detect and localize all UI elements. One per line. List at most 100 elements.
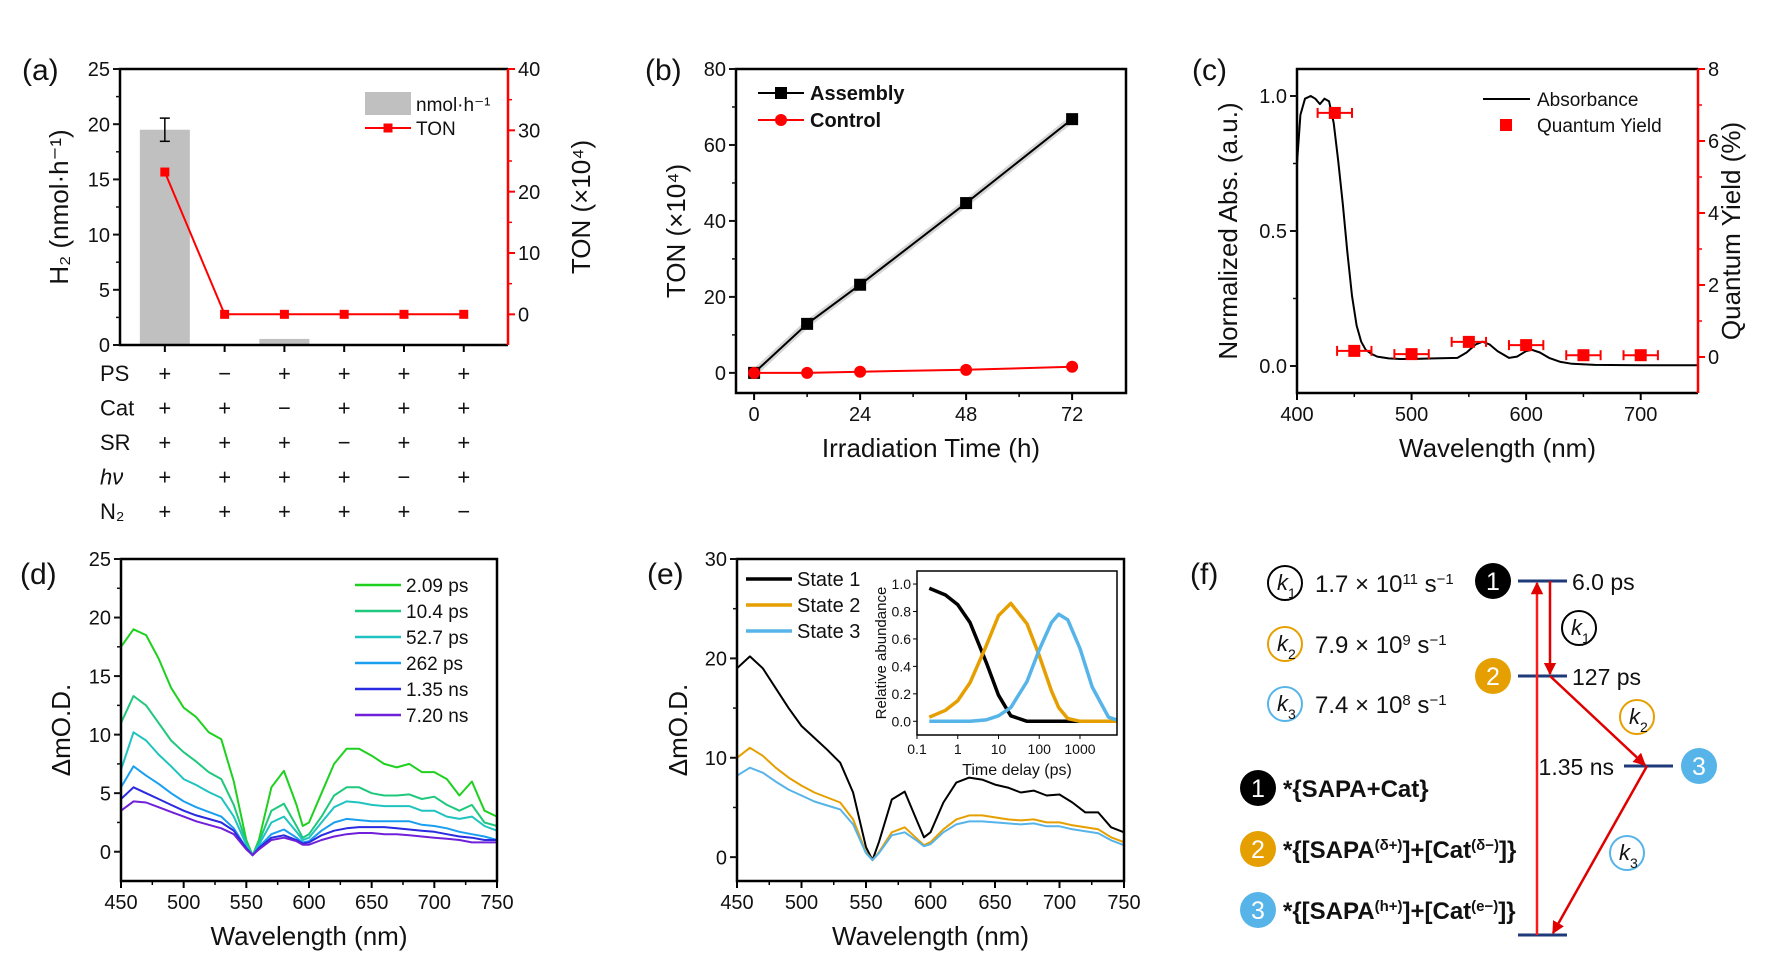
quantum-yield-point	[1520, 339, 1533, 352]
x-tick-label: 500	[785, 892, 818, 914]
condition-value: +	[158, 361, 171, 386]
ton-marker	[339, 309, 349, 319]
y-tick-label: 2	[1708, 275, 1719, 297]
panel-label-d: (d)	[20, 558, 57, 591]
state-1-badge	[1475, 563, 1511, 599]
state-number: 3	[1692, 753, 1706, 781]
quantum-yield-point	[1348, 344, 1361, 357]
kinetic-diagram: k1 1.7 × 1011 s−1k2 7.9 × 109 s−1k3 7.4 × 1…	[1240, 563, 1717, 937]
x-tick-label: 1000	[1064, 741, 1095, 757]
legend-label: 10.4 ps	[406, 602, 468, 623]
rate-constant-k2-circle	[1267, 626, 1303, 662]
legend-label: TON	[416, 119, 456, 140]
panel-label-b: (b)	[645, 54, 682, 87]
y-tick-label: 0.6	[892, 631, 912, 647]
state-number: 3	[1251, 897, 1265, 925]
legend-marker	[775, 87, 787, 99]
state-number: 2	[1251, 836, 1265, 864]
condition-value: +	[457, 465, 470, 490]
y-tick-label: 20	[705, 649, 727, 671]
text-part: 1	[1582, 630, 1590, 646]
condition-value: +	[158, 396, 171, 421]
y-tick-label: 0	[100, 842, 111, 864]
text-part: *{SAPA+Cat}	[1283, 776, 1429, 803]
x-tick-label: 550	[849, 892, 882, 914]
quantum-yield-point	[1577, 349, 1590, 362]
x-tick-label: 400	[1280, 404, 1313, 426]
condition-value: +	[278, 465, 291, 490]
y-tick-label: 0.8	[892, 603, 912, 619]
condition-value: +	[218, 465, 231, 490]
condition-value: −	[457, 499, 470, 524]
lifetime-label: 6.0 ps	[1572, 569, 1635, 595]
condition-value: −	[338, 430, 351, 455]
legend-label: State 3	[797, 621, 860, 643]
legend-label: 1.35 ns	[406, 680, 468, 701]
state-2-badge	[1240, 831, 1276, 867]
y-tick-label: 10	[89, 725, 111, 747]
text-part: (h+)	[1375, 898, 1403, 915]
rate-constant-k3-circle	[1267, 686, 1303, 722]
state-1-badge	[1240, 770, 1276, 806]
state-number: 1	[1486, 568, 1500, 596]
condition-value: +	[278, 361, 291, 386]
text-part: *{[SAPA	[1283, 898, 1375, 925]
condition-value: +	[398, 361, 411, 386]
condition-value: +	[218, 499, 231, 524]
y-tick-label: 25	[89, 549, 111, 571]
y-tick-label: 1.0	[892, 576, 912, 592]
text-part: *{[SAPA	[1283, 837, 1375, 864]
k2-label-circle	[1619, 699, 1655, 735]
y-tick-label: 0.0	[1259, 356, 1287, 378]
legend-label: nmol·h⁻¹	[416, 95, 490, 116]
inset-series-2	[929, 612, 1118, 724]
x-axis-label: Wavelength (nm)	[211, 921, 408, 951]
data-point	[1066, 113, 1079, 126]
x-tick-label: 600	[292, 892, 325, 914]
state-description: *{SAPA+Cat}	[1283, 776, 1429, 803]
data-point	[854, 278, 867, 291]
chart-e-inset: 0.0 0.2 0.4 0.6 0.8 1.0 0.1 1 10 100 1000 Relative …	[873, 570, 1118, 779]
data-point	[960, 197, 973, 210]
series-line-2	[736, 766, 1125, 862]
y-tick-label: 6	[1708, 131, 1719, 153]
lifetime-label: 1.35 ns	[1539, 754, 1614, 780]
panel-label-e: (e)	[647, 558, 684, 591]
text-part: (δ+)	[1375, 837, 1403, 854]
text-part: (δ−)	[1471, 837, 1499, 854]
y-tick-label: 60	[704, 135, 726, 157]
y-tick-label: 8	[1708, 59, 1719, 81]
legend-marker	[383, 123, 393, 133]
text-part: s	[1411, 692, 1430, 719]
x-tick-label: 700	[418, 892, 451, 914]
y-tick-label: 20	[88, 114, 110, 136]
state-2-badge	[1475, 658, 1511, 694]
text-part: −1	[1437, 571, 1454, 588]
data-point	[801, 317, 814, 330]
legend-label: State 1	[797, 569, 860, 591]
y-tick-label: 1.0	[1259, 86, 1287, 108]
ton-marker	[279, 309, 289, 319]
text-part: s	[1418, 571, 1437, 598]
state-description: *{[SAPA(δ+)]+[Cat(δ−)]}	[1283, 837, 1516, 865]
state-description: *{[SAPA(h+)]+[Cat(e−)]}	[1283, 898, 1516, 926]
condition-value: −	[278, 396, 291, 421]
y-tick-label: 30	[518, 121, 540, 143]
state-number: 1	[1251, 775, 1265, 803]
y-tick-label: 0	[518, 305, 529, 327]
series-line-0	[736, 655, 1125, 862]
series-line-1	[120, 695, 498, 857]
legend-label: 2.09 ps	[406, 576, 468, 597]
series-line-5	[120, 800, 497, 857]
k3-arrow	[1551, 765, 1649, 935]
text-part: 7.4 × 10	[1315, 692, 1402, 719]
absorbance-line	[1296, 95, 1698, 367]
legend-label: State 2	[797, 595, 860, 617]
condition-row-label: N₂	[100, 499, 124, 524]
condition-row-label: PS	[100, 361, 129, 386]
text-part: 11	[1402, 571, 1418, 588]
ton-marker	[399, 309, 409, 319]
condition-value: +	[278, 430, 291, 455]
y-axis-label: ΔmO.D.	[46, 684, 76, 776]
x-tick-label: 700	[1624, 404, 1657, 426]
